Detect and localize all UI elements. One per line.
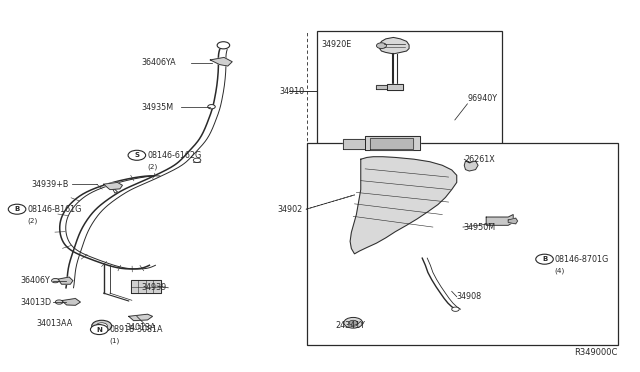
Text: 34013AA: 34013AA: [36, 319, 73, 328]
Text: 34910: 34910: [279, 87, 305, 96]
Text: B: B: [15, 206, 20, 212]
Circle shape: [349, 320, 358, 325]
Text: 26261X: 26261X: [464, 155, 495, 164]
Bar: [317, 31, 502, 152]
Text: 34950M: 34950M: [463, 222, 495, 231]
Circle shape: [52, 279, 59, 283]
Text: 36406YA: 36406YA: [141, 58, 176, 67]
Text: 34939: 34939: [141, 283, 166, 292]
Text: 08146-B161G: 08146-B161G: [27, 205, 81, 214]
Text: 34902: 34902: [277, 205, 303, 214]
Text: (1): (1): [109, 338, 120, 344]
Polygon shape: [486, 215, 513, 225]
Polygon shape: [370, 138, 413, 148]
Circle shape: [452, 307, 460, 311]
Polygon shape: [104, 182, 122, 190]
Text: 08146-6162G: 08146-6162G: [148, 151, 202, 160]
Text: 24341Y: 24341Y: [336, 321, 365, 330]
Polygon shape: [342, 139, 365, 148]
Polygon shape: [58, 277, 73, 284]
Text: 34935M: 34935M: [141, 103, 173, 112]
Text: (2): (2): [148, 163, 158, 170]
Polygon shape: [464, 161, 478, 171]
Circle shape: [536, 254, 554, 264]
Text: R349000C: R349000C: [575, 348, 618, 357]
Polygon shape: [211, 57, 232, 66]
Text: 96940Y: 96940Y: [467, 94, 497, 103]
Text: 34013D: 34013D: [20, 298, 51, 307]
Circle shape: [208, 105, 215, 109]
Polygon shape: [131, 280, 161, 293]
Text: 08918-3081A: 08918-3081A: [109, 325, 163, 334]
Polygon shape: [376, 85, 387, 89]
Circle shape: [8, 204, 26, 214]
Polygon shape: [387, 84, 403, 90]
Polygon shape: [350, 157, 457, 254]
Circle shape: [92, 320, 112, 332]
Text: 34920E: 34920E: [321, 41, 351, 49]
Bar: [307, 143, 618, 345]
Text: 34908: 34908: [457, 292, 482, 301]
Circle shape: [55, 300, 63, 304]
Text: 08146-8701G: 08146-8701G: [555, 255, 609, 264]
Polygon shape: [380, 38, 409, 54]
Circle shape: [376, 43, 387, 48]
Text: (4): (4): [555, 267, 565, 274]
Circle shape: [96, 323, 108, 329]
Circle shape: [344, 317, 363, 328]
Polygon shape: [365, 136, 420, 150]
Text: S: S: [134, 152, 140, 158]
Polygon shape: [61, 298, 81, 305]
Text: B: B: [542, 256, 547, 262]
Circle shape: [217, 42, 230, 49]
Text: 36406Y: 36406Y: [20, 276, 50, 285]
Text: (2): (2): [27, 217, 37, 224]
Text: 34939+B: 34939+B: [31, 180, 69, 189]
Circle shape: [193, 158, 201, 163]
Polygon shape: [508, 218, 518, 224]
Polygon shape: [129, 314, 152, 321]
Circle shape: [128, 150, 146, 160]
Circle shape: [90, 324, 108, 334]
Text: 34013A: 34013A: [125, 323, 156, 331]
Text: N: N: [96, 327, 102, 333]
